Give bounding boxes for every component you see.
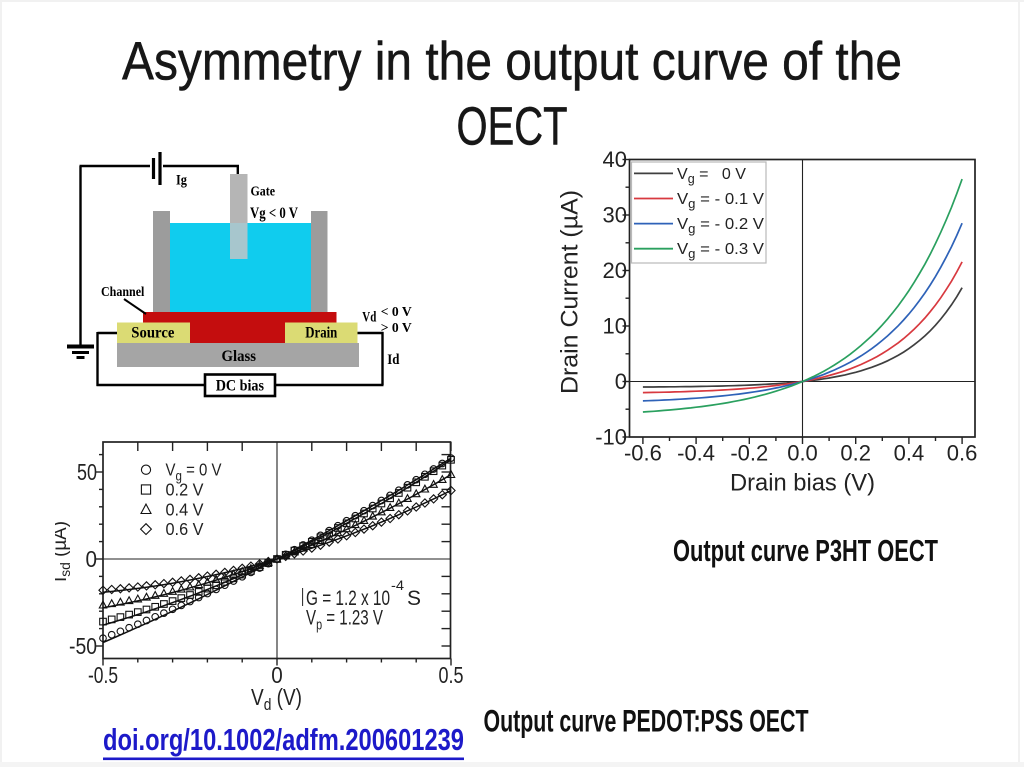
svg-text:Vg = - 0.3 V: Vg = - 0.3 V [677, 241, 764, 261]
svg-text:G = 1.2 x 10: G = 1.2 x 10 [306, 587, 390, 610]
svg-text:DC bias: DC bias [216, 378, 264, 395]
svg-text:0.4 V: 0.4 V [166, 499, 204, 519]
svg-text:Drain: Drain [305, 324, 337, 341]
svg-text:-0.5: -0.5 [88, 662, 118, 688]
svg-text:30: 30 [603, 203, 627, 228]
svg-text:-4: -4 [391, 577, 404, 593]
svg-text:0.4: 0.4 [894, 441, 925, 466]
svg-text:> 0 V: > 0 V [381, 321, 412, 336]
svg-text:-10: -10 [595, 425, 627, 450]
svg-text:Vg = 0 V: Vg = 0 V [166, 460, 222, 484]
svg-text:Isd (µA): Isd (µA) [55, 521, 73, 582]
svg-text:-50: -50 [69, 633, 97, 659]
svg-text:Vg = 0 V: Vg = 0 V [677, 166, 746, 186]
svg-text:-0.2: -0.2 [730, 441, 768, 466]
svg-text:Channel: Channel [101, 285, 144, 300]
svg-text:-0.6: -0.6 [624, 441, 662, 466]
svg-text:doi.org/10.1002/adfm.200601239: doi.org/10.1002/adfm.200601239 [103, 722, 464, 757]
svg-text:0.6: 0.6 [947, 441, 978, 466]
svg-text:0.2 V: 0.2 V [166, 480, 204, 500]
svg-text:Output curve PEDOT:PSS OECT: Output curve PEDOT:PSS OECT [484, 703, 809, 739]
svg-text:Asymmetry in the output curve: Asymmetry in the output curve of the [122, 32, 902, 92]
svg-text:Drain Current (µA): Drain Current (µA) [557, 190, 584, 394]
svg-text:0.0: 0.0 [787, 441, 818, 466]
svg-text:Ig: Ig [176, 173, 187, 189]
svg-text:10: 10 [603, 314, 627, 339]
svg-text:0: 0 [86, 546, 98, 572]
svg-text:Vg < 0 V: Vg < 0 V [250, 205, 298, 222]
svg-text:50: 50 [77, 459, 97, 485]
svg-text:Output curve P3HT OECT: Output curve P3HT OECT [673, 533, 938, 568]
svg-text:Drain bias (V): Drain bias (V) [730, 470, 875, 497]
svg-text:< 0 V: < 0 V [381, 305, 412, 320]
svg-text:Vd (V): Vd (V) [251, 684, 302, 714]
svg-text:Vg = - 0.1 V: Vg = - 0.1 V [677, 191, 764, 211]
svg-text:Vg = - 0.2 V: Vg = - 0.2 V [677, 216, 764, 236]
svg-text:S: S [407, 587, 421, 610]
svg-text:20: 20 [603, 258, 627, 283]
svg-text:0.2: 0.2 [840, 441, 871, 466]
svg-text:0: 0 [615, 369, 627, 394]
svg-text:Glass: Glass [222, 348, 257, 365]
svg-text:0.5: 0.5 [439, 662, 464, 688]
svg-text:Vd: Vd [362, 310, 376, 326]
svg-text:Source: Source [131, 324, 174, 341]
svg-text:40: 40 [603, 147, 627, 172]
svg-text:-0.4: -0.4 [677, 441, 715, 466]
svg-text:0: 0 [271, 662, 283, 688]
svg-text:0.6 V: 0.6 V [166, 519, 204, 539]
svg-text:Gate: Gate [251, 184, 276, 199]
svg-text:Id: Id [387, 352, 400, 368]
svg-text:OECT: OECT [457, 96, 568, 156]
